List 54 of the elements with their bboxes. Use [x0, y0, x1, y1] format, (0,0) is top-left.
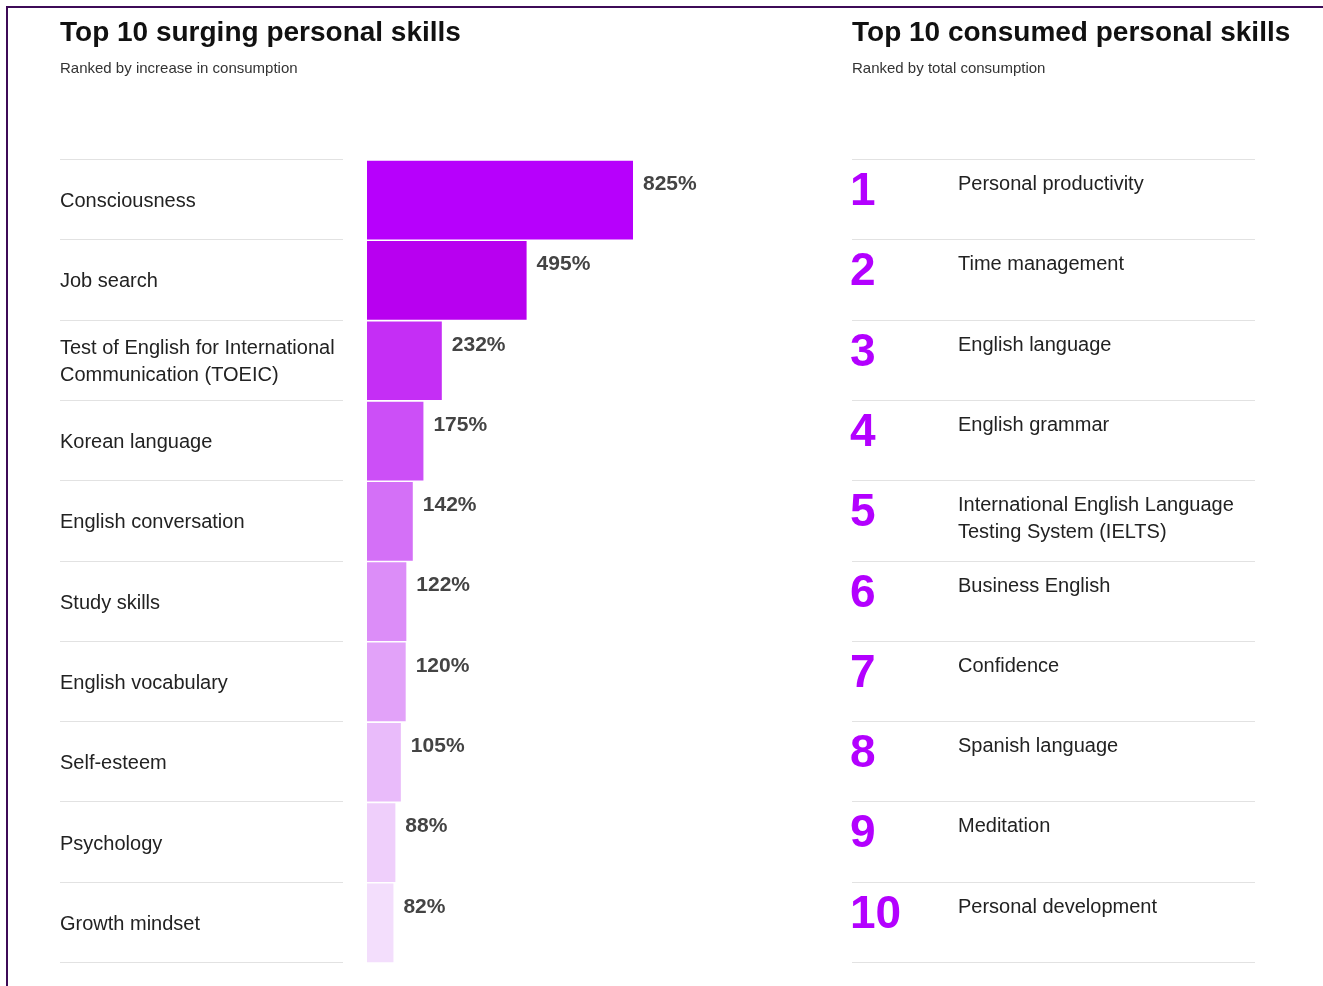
data-label: 9: [850, 804, 876, 859]
bar: [367, 803, 396, 882]
text: Ranked by increase in consumption: [60, 59, 298, 76]
category-label: Confidence: [958, 652, 1061, 678]
bar: [367, 241, 527, 320]
data-label: 10: [850, 884, 902, 939]
text: Ranked by total consumption: [852, 59, 1046, 76]
data-label: 4: [850, 402, 876, 457]
data-label: 232%: [451, 331, 506, 355]
data-label: 1: [850, 162, 876, 216]
category-label: English grammar: [958, 411, 1111, 437]
y-tick-label: English conversation: [60, 510, 245, 533]
y-tick-label: Test of English for International Communication (TOEIC): [60, 336, 341, 386]
text: Top 10 consumed personal skills: [852, 16, 1291, 48]
bar: [367, 722, 401, 802]
bar: [367, 642, 406, 722]
data-label: 5: [850, 483, 876, 538]
category-label: Time management: [958, 251, 1125, 277]
data-label: 175%: [433, 411, 488, 435]
category-label: Personal productivity: [958, 171, 1145, 196]
category-label: Meditation: [958, 813, 1052, 839]
data-label: 3: [850, 322, 876, 377]
y-tick-label: Job search: [60, 269, 158, 292]
y-tick-label: English vocabulary: [60, 670, 228, 693]
data-label: 82%: [403, 893, 446, 917]
data-label: 825%: [643, 170, 698, 194]
data-label: 122%: [416, 572, 471, 596]
data-label: 120%: [415, 652, 470, 676]
data-label: 7: [850, 643, 876, 698]
bar: [367, 883, 394, 963]
bar: [367, 160, 633, 240]
data-label: 2: [850, 242, 876, 297]
bar: [367, 482, 413, 561]
y-tick-label: Study skills: [60, 590, 161, 613]
data-label: 142%: [422, 492, 477, 516]
y-tick-label: Korean language: [60, 430, 213, 453]
data-label: 495%: [536, 251, 591, 275]
y-tick-label: Psychology: [60, 831, 163, 854]
category-label: Spanish language: [958, 733, 1120, 759]
bar: [367, 562, 407, 641]
y-tick-label: Consciousness: [60, 189, 196, 212]
data-label: 105%: [410, 733, 465, 757]
category-label: Business English: [958, 572, 1112, 598]
category-label: International English Language Testing System (IELTS): [958, 492, 1235, 545]
data-label: 8: [850, 724, 876, 779]
data-label: 6: [850, 563, 876, 618]
bar: [367, 401, 424, 481]
data-label: 88%: [405, 813, 448, 837]
bar: [367, 321, 442, 401]
category-label: English language: [958, 331, 1113, 357]
chart-title: Top 10 surging personal skills: [60, 16, 461, 48]
y-tick-label: Self-esteem: [60, 751, 167, 774]
category-label: Personal development: [958, 893, 1158, 919]
y-tick-label: Growth mindset: [60, 911, 201, 934]
